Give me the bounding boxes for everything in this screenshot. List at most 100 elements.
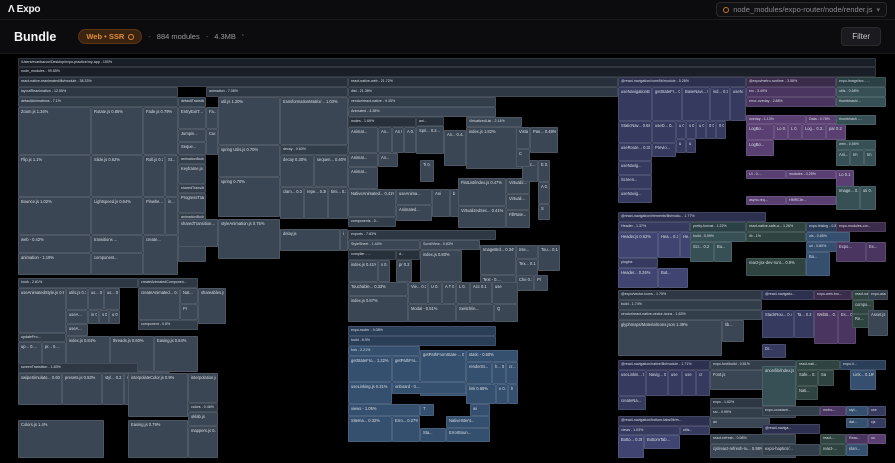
treemap-node[interactable]: S	[538, 204, 550, 220]
treemap-node[interactable]: HMRClie...	[786, 196, 836, 205]
treemap-node[interactable]: wi	[470, 404, 490, 416]
treemap-node[interactable]: styleAnimation.js 0.75%	[218, 219, 280, 259]
treemap-node[interactable]: oklab.js	[188, 412, 218, 426]
treemap-node[interactable]: @react-navigation/native/lib/module - 1.…	[618, 360, 710, 370]
treemap-node[interactable]: in 0.	[88, 310, 99, 324]
treemap-node[interactable]: useRoute... 0.31%	[618, 143, 652, 161]
treemap-node[interactable]: useLinkin... 0.35%	[618, 370, 646, 396]
treemap-node[interactable]: dist - 21.38%	[348, 87, 618, 97]
treemap-node[interactable]: utils.js 0.19%	[66, 288, 88, 310]
treemap-node[interactable]: useA...	[66, 310, 88, 324]
treemap-node[interactable]: Sitema... 0.32%	[348, 416, 392, 442]
treemap-node[interactable]: anon/lib/index.js 0.61%	[762, 366, 796, 406]
treemap-node[interactable]: Header - 1.37%	[618, 222, 690, 232]
treemap-node[interactable]: Erro... 0.27%	[392, 416, 420, 442]
treemap-node[interactable]: L 0.	[788, 124, 802, 140]
treemap-node[interactable]: Fa... 0.1	[206, 107, 218, 129]
treemap-node[interactable]: nlan...	[846, 444, 868, 456]
treemap-node[interactable]: Easing.js 0.79%	[128, 420, 188, 458]
treemap-node[interactable]: renderSt...	[466, 362, 492, 384]
treemap-node[interactable]: NativeAnimated... 0.41%	[348, 189, 396, 217]
treemap-node[interactable]: Ta... 0.2...	[794, 310, 814, 338]
treemap-node[interactable]: Seque...	[178, 142, 206, 155]
treemap-node[interactable]: getPathFromState-... 0.64%	[420, 350, 466, 382]
treemap-node[interactable]: web - 0.42%	[18, 235, 91, 253]
treemap-node[interactable]: ErrorBoun...	[446, 428, 490, 442]
treemap-node[interactable]: Touchable... 0.33%	[348, 282, 408, 296]
treemap-node[interactable]: Sa	[818, 370, 834, 386]
treemap-node[interactable]: compiler - ...	[348, 250, 396, 260]
treemap-node[interactable]: e 0.	[496, 384, 508, 404]
treemap-node[interactable]: Easing.js 0.54%	[154, 336, 198, 372]
treemap-node[interactable]: Animat...	[348, 127, 378, 153]
treemap-node[interactable]: getStateFro... 1.22%	[348, 356, 392, 382]
treemap-node[interactable]: expo-modules-cor...	[836, 222, 886, 232]
treemap-node[interactable]: Ti 0.	[420, 160, 434, 182]
treemap-node[interactable]: react-native-reanimated/lib/module - 38.…	[18, 77, 348, 87]
treemap-node[interactable]: ScrollView - 0.83%	[420, 240, 480, 250]
treemap-node[interactable]: St... 0.3...	[165, 155, 178, 197]
treemap-node[interactable]: LogBo...	[746, 140, 774, 156]
treemap-node[interactable]: Scr... 0.2	[690, 242, 714, 262]
treemap-node[interactable]: s 0.	[378, 260, 390, 282]
treemap-node[interactable]: Animat...	[348, 167, 378, 189]
treemap-node[interactable]: vendor/react-native - 9.35%	[348, 97, 496, 107]
treemap-node[interactable]: defaultTransition...	[178, 97, 206, 107]
treemap-node[interactable]: shareables.js 0.75%	[198, 288, 226, 324]
treemap-node[interactable]: updatePro...	[18, 333, 66, 342]
treemap-node[interactable]: exports - 7.83%	[348, 230, 496, 240]
treemap-node[interactable]: spring Utils.js 0.70%	[218, 145, 280, 177]
treemap-node[interactable]: useLinking.js 0.31%	[348, 382, 392, 404]
treemap-node[interactable]: useN... 0.3	[730, 87, 746, 121]
treemap-node[interactable]: C	[516, 149, 530, 167]
treemap-node[interactable]: BaseNavi... 0.38%	[682, 87, 710, 121]
treemap-node[interactable]: d...	[396, 250, 420, 260]
treemap-node[interactable]: Safe... 0.15%	[796, 370, 818, 386]
treemap-node[interactable]: expo-image/src - ...	[836, 77, 886, 87]
treemap-node[interactable]: lib...	[722, 320, 744, 342]
treemap-node[interactable]: Cur... 0.1	[206, 129, 218, 155]
treemap-node[interactable]: useA...	[66, 324, 88, 336]
treemap-node[interactable]: defaultAnimations - 7.1%	[18, 97, 178, 107]
treemap-node[interactable]: us... 0.1...	[88, 288, 104, 310]
treemap-node[interactable]: useAnimatedStyle.js 0.96%	[18, 288, 66, 333]
filter-button[interactable]: Filter	[841, 27, 881, 46]
treemap-node[interactable]: interpolateColor.js 0.9%	[128, 373, 188, 417]
treemap-node[interactable]: 0 0	[716, 121, 726, 139]
treemap-node[interactable]: pretty-format - 1.22%	[690, 222, 746, 232]
treemap-node[interactable]: u 0.	[696, 121, 706, 139]
treemap-node[interactable]: expo-asset...	[868, 290, 888, 300]
treemap-node[interactable]: Link... 0.19%	[850, 370, 876, 390]
treemap-node[interactable]: expo-constant...	[762, 406, 820, 416]
treemap-node[interactable]: cr	[696, 370, 710, 396]
treemap-node[interactable]: lib - 1%	[746, 232, 806, 242]
treemap-node[interactable]: Screen...	[618, 175, 652, 189]
treemap-node[interactable]: u 0.	[676, 121, 686, 139]
treemap-node[interactable]: react-native-web - 21.72%	[348, 77, 618, 87]
treemap-node[interactable]: in...	[165, 197, 178, 235]
treemap-node[interactable]: glyphmaps/MaterialIcons.json 1.39%	[618, 320, 722, 356]
treemap-node[interactable]: vendor/react-native-vector-icons - 1.63%	[618, 310, 762, 320]
treemap-node[interactable]: Expo...	[836, 242, 866, 262]
treemap-node[interactable]: create...	[143, 235, 178, 275]
treemap-node[interactable]: use	[492, 282, 518, 304]
treemap-node[interactable]: dat...	[846, 418, 868, 428]
treemap-node[interactable]: utils - 0.68%	[836, 87, 886, 97]
treemap-node[interactable]: index.js 1.82%	[466, 127, 522, 169]
treemap-node[interactable]: expo-haptics/...	[762, 444, 820, 456]
treemap-node[interactable]: react-native-safe-a... 1.26%	[746, 222, 806, 232]
treemap-node[interactable]: Image... 0.2%	[836, 186, 860, 210]
treemap-node[interactable]: @react-navigation/bottom-tabs/lib/m...	[618, 416, 710, 426]
treemap-node[interactable]: use	[668, 370, 682, 396]
treemap-node[interactable]: A T 0.	[442, 282, 456, 304]
treemap-node[interactable]: swipeSimulato... 0.60%	[18, 373, 62, 405]
treemap-node[interactable]: fork - 2.21%	[348, 346, 420, 356]
treemap-node[interactable]: ols - 0.85%	[806, 232, 850, 242]
treemap-node[interactable]: Switch/in...	[456, 304, 494, 322]
treemap-node[interactable]: StackRou... 0.42%	[762, 310, 794, 338]
treemap-node[interactable]: expo-li...	[840, 360, 886, 370]
treemap-node[interactable]: src - 3.49%	[746, 87, 836, 97]
treemap-node[interactable]: decay - 0.60%	[280, 145, 348, 155]
treemap-node[interactable]: i	[340, 229, 348, 251]
treemap-node[interactable]: NativeIntent...	[446, 416, 490, 428]
